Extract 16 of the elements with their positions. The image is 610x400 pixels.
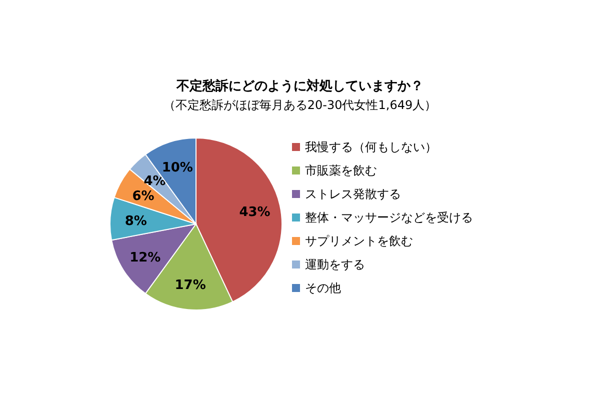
data-label: 10% bbox=[162, 160, 193, 176]
legend-label: サプリメントを飲む bbox=[305, 234, 413, 248]
chart-subtitle: （不定愁訴がほぼ毎月ある20-30代女性1,649人） bbox=[163, 98, 437, 112]
data-label: 43% bbox=[239, 204, 270, 220]
legend-label: その他 bbox=[305, 281, 341, 295]
legend-label: 整体・マッサージなどを受ける bbox=[305, 210, 473, 224]
legend-label: 我慢する（何もしない） bbox=[305, 140, 437, 154]
data-label: 8% bbox=[124, 214, 147, 230]
legend-label: 市販薬を飲む bbox=[305, 164, 377, 178]
chart-title: 不定愁訴にどのように対処していますか？ bbox=[176, 78, 424, 94]
data-label: 6% bbox=[132, 189, 154, 204]
data-label: 4% bbox=[144, 174, 166, 190]
data-label: 17% bbox=[174, 278, 206, 293]
legend-label: ストレス発散する bbox=[305, 187, 401, 201]
legend-label: 運動をする bbox=[305, 258, 365, 272]
data-label: 12% bbox=[130, 250, 161, 266]
